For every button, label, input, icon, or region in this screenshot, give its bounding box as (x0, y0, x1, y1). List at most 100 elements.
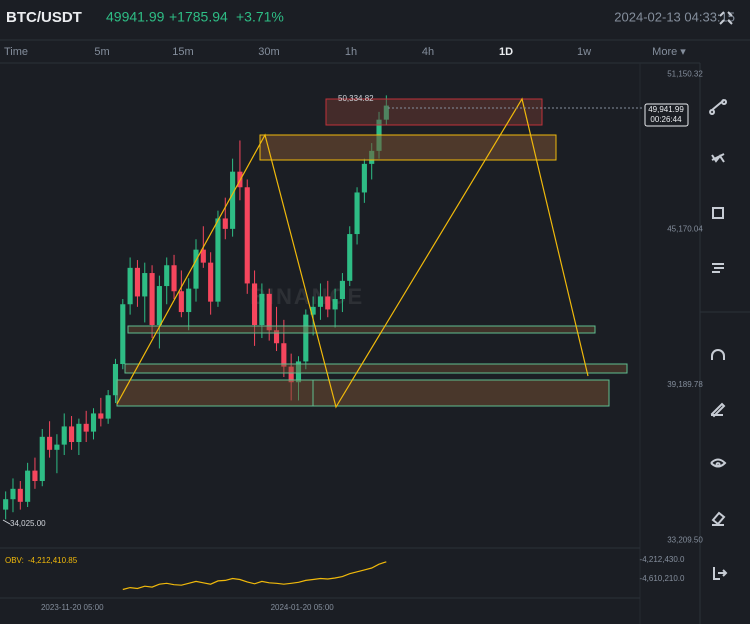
candle-body (281, 343, 287, 367)
low-label: 34,025.00 (10, 519, 46, 528)
candle-body (98, 413, 104, 419)
candle-body (10, 488, 16, 500)
candle-body (171, 265, 177, 292)
candle-body (317, 296, 324, 307)
interval[interactable]: Time (4, 46, 28, 58)
magnet-tool[interactable] (711, 349, 725, 360)
candle-body (222, 218, 228, 229)
candle-body (134, 267, 140, 297)
expand-icon[interactable] (719, 11, 733, 25)
interval[interactable]: 15m (172, 46, 193, 58)
candle-body (25, 470, 31, 502)
rect-tool[interactable] (712, 207, 724, 219)
candle-body (347, 234, 353, 281)
candle-body (76, 423, 82, 443)
candle-body (273, 330, 280, 344)
candle-body (112, 364, 119, 396)
pen-tool[interactable] (710, 402, 726, 418)
candle-body (105, 395, 111, 419)
candle-body (354, 192, 360, 235)
pattern-line[interactable] (116, 97, 589, 409)
datetime: 2024-02-13 04:33:15 (614, 9, 735, 24)
last-price: 49941.99 (106, 9, 165, 25)
candle-body (288, 366, 294, 383)
candle-body (193, 249, 199, 289)
candle-body (303, 314, 309, 362)
obv-line (122, 561, 387, 591)
candle-body (142, 273, 148, 297)
low-pointer (2, 519, 11, 525)
candle-body (244, 187, 250, 284)
green-zone[interactable] (116, 379, 610, 407)
candle-body (230, 171, 236, 229)
interval[interactable]: 1w (577, 46, 591, 58)
interval[interactable]: 1D (499, 46, 513, 58)
red-zone[interactable] (325, 98, 543, 126)
green-zone[interactable] (124, 363, 628, 374)
high-label: 50,334.82 (338, 94, 374, 103)
candle-body (361, 163, 367, 193)
candle-body (127, 267, 133, 305)
candle-body (149, 273, 155, 326)
obv-value: -4,212,410.85 (28, 556, 78, 565)
candle-body (252, 283, 258, 326)
symbol: BTC/USDT (6, 9, 82, 26)
yellow-zone[interactable] (259, 134, 557, 161)
last-price-label: 49,941.99 (648, 105, 684, 114)
candle-body (3, 499, 9, 510)
obv-tick-label: -4,610,210.0 (640, 574, 685, 583)
drawings (116, 97, 642, 409)
y-tick-label: 51,150.32 (667, 69, 703, 78)
interval[interactable]: 4h (422, 46, 434, 58)
candle-body (156, 286, 162, 326)
last-price-box (644, 103, 689, 127)
fib-tool[interactable] (711, 153, 725, 163)
candle-body (332, 299, 338, 310)
candle-body (83, 423, 89, 432)
interval-bar: Time 5m 15m 30m 1h 4h 1D 1w More ▾ (4, 46, 686, 58)
percent-change: +3.71% (236, 9, 284, 25)
candle-body (325, 296, 331, 310)
x-tick-label: 2024-01-20 05:00 (271, 603, 335, 612)
candle-body (61, 426, 67, 445)
candle-body (295, 361, 302, 383)
obv-tick-label: -4,212,430.0 (640, 555, 685, 564)
candle-body (266, 293, 272, 331)
candle-body (164, 265, 170, 287)
interval[interactable]: 1h (345, 46, 357, 58)
obv-pane: -4,212,430.0 -4,610,210.0 (122, 555, 685, 591)
interval[interactable]: 30m (258, 46, 279, 58)
candle-body (310, 306, 316, 315)
candle-body (200, 249, 206, 263)
candle-body (339, 280, 345, 300)
candle-body (178, 291, 184, 313)
y-tick-label: 33,209.50 (667, 536, 703, 545)
candle-body (17, 488, 23, 502)
candle-body (208, 262, 214, 302)
countdown: 00:26:44 (650, 115, 682, 124)
exit-tool[interactable] (713, 567, 728, 580)
visibility-tool[interactable] (710, 458, 727, 468)
candle-body (68, 426, 75, 443)
candle-body (90, 413, 97, 432)
green-zone[interactable] (127, 325, 596, 334)
axes: 51,150.32 45,170.04 39,189.78 33,209.50 2023… (41, 69, 703, 612)
side-toolbar (700, 99, 750, 580)
trendline-tool[interactable] (709, 99, 728, 115)
candle-body (120, 304, 126, 365)
x-tick-label: 2023-11-20 05:00 (41, 603, 104, 612)
candle-body (39, 436, 45, 482)
candle-body (32, 470, 38, 482)
candle-body (47, 436, 53, 450)
price-change: +1785.94 (169, 9, 228, 25)
candle-body (186, 288, 192, 313)
obv-name: OBV: (5, 556, 24, 565)
eraser-tool[interactable] (711, 511, 726, 526)
interval[interactable]: More ▾ (652, 46, 686, 58)
y-tick-label: 45,170.04 (667, 225, 703, 234)
candle-body (383, 105, 389, 120)
text-tool[interactable] (712, 263, 724, 273)
interval[interactable]: 5m (94, 46, 109, 58)
y-tick-label: 39,189.78 (667, 380, 703, 389)
candle-body (259, 293, 265, 326)
